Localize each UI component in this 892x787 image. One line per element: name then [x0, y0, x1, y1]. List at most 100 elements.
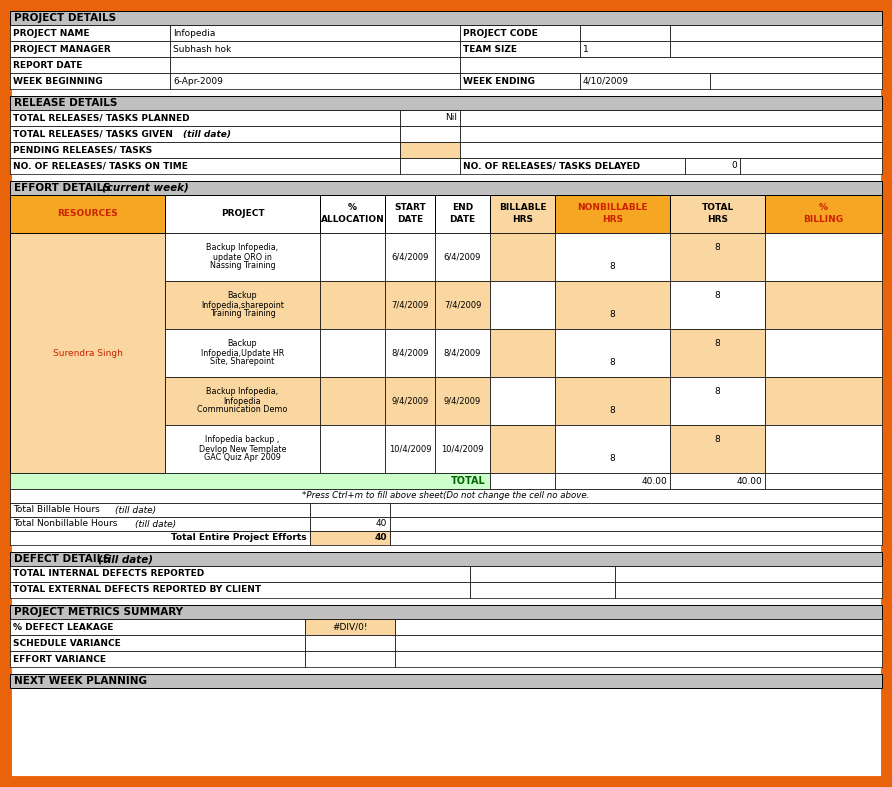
- Bar: [765, 329, 882, 377]
- Text: % DEFECT LEAKAGE: % DEFECT LEAKAGE: [13, 623, 113, 631]
- Text: %: %: [348, 204, 357, 212]
- Bar: [170, 25, 460, 41]
- Bar: [10, 158, 400, 174]
- Bar: [10, 57, 170, 73]
- Text: Nassing Training: Nassing Training: [210, 261, 276, 271]
- Text: Subhash hok: Subhash hok: [173, 45, 231, 54]
- Bar: [320, 195, 385, 233]
- Bar: [165, 425, 320, 473]
- Bar: [165, 233, 320, 281]
- Text: PROJECT NAME: PROJECT NAME: [13, 28, 89, 38]
- Bar: [710, 73, 882, 89]
- Text: WEEK BEGINNING: WEEK BEGINNING: [13, 76, 103, 86]
- Text: (till date): (till date): [183, 130, 231, 139]
- Bar: [10, 73, 170, 89]
- Bar: [670, 233, 765, 281]
- Bar: [435, 377, 490, 425]
- Text: Infopedia,sharepoint: Infopedia,sharepoint: [201, 301, 284, 309]
- Text: 40: 40: [375, 534, 387, 542]
- Text: DATE: DATE: [397, 216, 423, 224]
- Text: PROJECT CODE: PROJECT CODE: [463, 28, 538, 38]
- Bar: [310, 531, 390, 545]
- Text: 6/4/2009: 6/4/2009: [392, 253, 429, 261]
- Bar: [305, 619, 395, 635]
- Bar: [10, 142, 400, 158]
- Bar: [10, 489, 882, 503]
- Text: 10/4/2009: 10/4/2009: [442, 445, 483, 453]
- Text: 8: 8: [714, 387, 721, 396]
- Text: EFFORT VARIANCE: EFFORT VARIANCE: [13, 655, 106, 663]
- Bar: [170, 73, 460, 89]
- Bar: [460, 142, 882, 158]
- Bar: [400, 126, 460, 142]
- Bar: [765, 377, 882, 425]
- Text: 8: 8: [714, 291, 721, 300]
- Bar: [165, 281, 320, 329]
- Text: NEXT WEEK PLANNING: NEXT WEEK PLANNING: [14, 676, 147, 686]
- Bar: [460, 110, 882, 126]
- Bar: [670, 377, 765, 425]
- Text: Backup Infopedia,: Backup Infopedia,: [206, 387, 278, 397]
- Bar: [320, 425, 385, 473]
- Bar: [320, 281, 385, 329]
- Bar: [460, 57, 882, 73]
- Text: 8/4/2009: 8/4/2009: [444, 349, 481, 357]
- Bar: [390, 517, 882, 531]
- Text: 8: 8: [714, 339, 721, 348]
- Text: TOTAL: TOTAL: [701, 204, 733, 212]
- Bar: [310, 517, 390, 531]
- Text: (till date): (till date): [135, 519, 176, 529]
- Text: 7/4/2009: 7/4/2009: [444, 301, 481, 309]
- Text: EFFORT DETAILS: EFFORT DETAILS: [14, 183, 114, 193]
- Bar: [385, 281, 435, 329]
- Bar: [10, 651, 305, 667]
- Bar: [385, 233, 435, 281]
- Text: DATE: DATE: [450, 216, 475, 224]
- Bar: [305, 651, 395, 667]
- Text: DEFECT DETAILS: DEFECT DETAILS: [14, 554, 114, 564]
- Bar: [670, 41, 882, 57]
- Bar: [10, 517, 310, 531]
- Bar: [470, 566, 615, 582]
- Bar: [555, 329, 670, 377]
- Text: Nil: Nil: [445, 113, 457, 123]
- Bar: [10, 531, 310, 545]
- Text: (till date): (till date): [115, 505, 156, 515]
- Bar: [580, 41, 670, 57]
- Bar: [10, 674, 882, 688]
- Text: BILLING: BILLING: [804, 216, 844, 224]
- Bar: [400, 158, 460, 174]
- Text: PENDING RELEASES/ TASKS: PENDING RELEASES/ TASKS: [13, 146, 153, 154]
- Bar: [435, 281, 490, 329]
- Bar: [670, 473, 765, 489]
- Bar: [765, 473, 882, 489]
- Bar: [10, 605, 882, 619]
- Bar: [10, 195, 165, 233]
- Text: HRS: HRS: [602, 216, 623, 224]
- Bar: [580, 73, 710, 89]
- Text: Devlop New Template: Devlop New Template: [199, 445, 286, 453]
- Bar: [10, 110, 400, 126]
- Text: TOTAL: TOTAL: [451, 476, 486, 486]
- Text: 8: 8: [609, 406, 615, 415]
- Bar: [165, 195, 320, 233]
- Text: Infopedia,Update HR: Infopedia,Update HR: [201, 349, 285, 357]
- Text: update ORO in: update ORO in: [213, 253, 272, 261]
- Bar: [10, 11, 882, 25]
- Bar: [490, 281, 555, 329]
- Bar: [10, 181, 882, 195]
- Bar: [305, 635, 395, 651]
- Text: Infopedia: Infopedia: [224, 397, 261, 405]
- Bar: [555, 195, 670, 233]
- Text: 9/4/2009: 9/4/2009: [392, 397, 429, 405]
- Text: 6-Apr-2009: 6-Apr-2009: [173, 76, 223, 86]
- Bar: [460, 41, 580, 57]
- Text: *Press Ctrl+m to fill above sheet(Do not change the cell no above.: *Press Ctrl+m to fill above sheet(Do not…: [302, 492, 590, 501]
- Bar: [685, 158, 740, 174]
- Text: PROJECT METRICS SUMMARY: PROJECT METRICS SUMMARY: [14, 607, 183, 617]
- Text: TOTAL RELEASES/ TASKS GIVEN: TOTAL RELEASES/ TASKS GIVEN: [13, 130, 176, 139]
- Text: Backup: Backup: [227, 339, 257, 349]
- Text: TOTAL EXTERNAL DEFECTS REPORTED BY CLIENT: TOTAL EXTERNAL DEFECTS REPORTED BY CLIEN…: [13, 586, 261, 594]
- Bar: [385, 195, 435, 233]
- Bar: [10, 41, 170, 57]
